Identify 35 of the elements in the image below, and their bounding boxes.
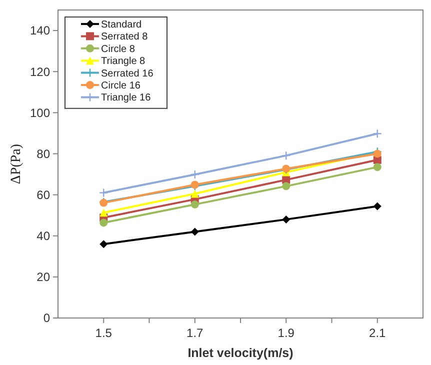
legend-label: Standard [101, 20, 142, 30]
y-tick-label: 80 [36, 146, 50, 161]
point [373, 202, 382, 210]
point [100, 208, 108, 217]
point [190, 200, 199, 208]
x-tick-label: 1.9 [278, 326, 295, 340]
point [99, 188, 108, 198]
legend-label: Serrated 16 [101, 68, 154, 80]
point [100, 240, 108, 248]
y-tick-label: 40 [36, 229, 50, 244]
legend-label: Circle 16 [101, 80, 141, 92]
y-tick-label: 20 [36, 270, 50, 284]
point [282, 182, 290, 190]
point [100, 218, 108, 227]
point [372, 129, 382, 138]
legend-label: Triangle 8 [101, 56, 146, 68]
legend-label: Serrated 8 [101, 32, 148, 43]
y-tick-label: 140 [30, 24, 50, 38]
point [282, 215, 290, 224]
y-axis-title: ΔP(Pa) [9, 144, 24, 184]
point [282, 150, 291, 160]
point [373, 163, 382, 172]
legend-label: Triangle 16 [101, 92, 152, 104]
x-tick-label: 2.1 [369, 326, 386, 340]
x-axis-title: Inlet velocity(m/s) [188, 346, 294, 360]
y-tick-label: 0 [43, 311, 50, 326]
y-tick-label: 120 [30, 64, 50, 79]
point [190, 170, 200, 180]
x-tick-label: 1.7 [186, 326, 204, 340]
y-tick-label: 100 [30, 106, 50, 120]
point [190, 190, 199, 198]
point [190, 228, 199, 236]
legend-label: Circle 8 [101, 44, 136, 55]
y-tick-label: 60 [36, 188, 50, 202]
x-tick-label: 1.5 [95, 326, 112, 340]
